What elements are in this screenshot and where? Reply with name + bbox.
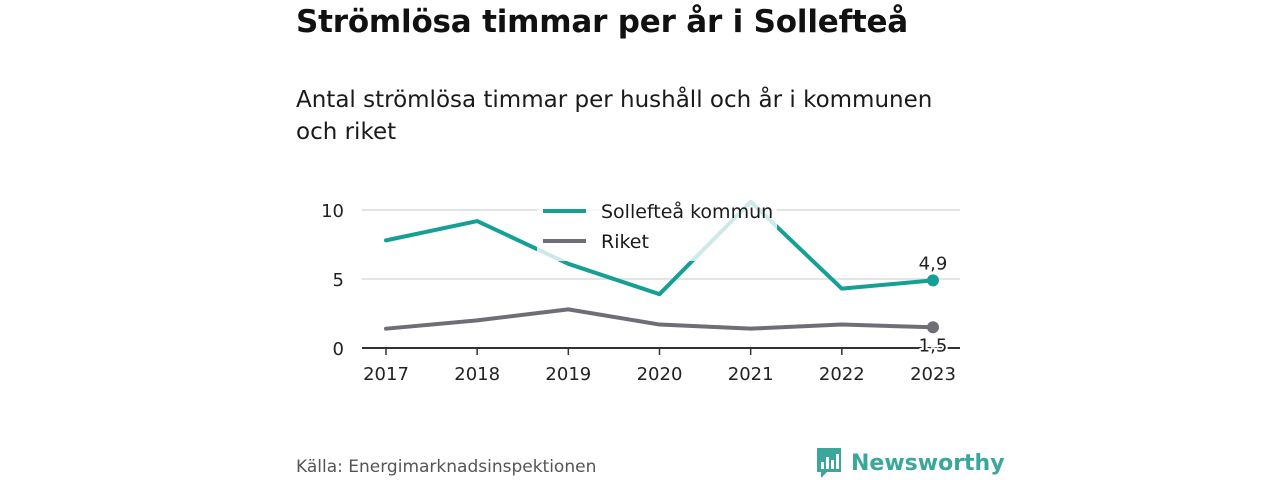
series-end-point <box>927 274 939 287</box>
x-tick-label: 2017 <box>363 364 409 385</box>
x-tick-label: 2019 <box>545 364 591 385</box>
x-tick-label: 2022 <box>819 364 865 385</box>
source-note: Källa: Energimarknadsinspektionen <box>296 457 597 477</box>
bar-chart-logo-icon <box>817 448 841 478</box>
x-tick-label: 2021 <box>728 364 774 385</box>
series-line-riket <box>384 307 935 331</box>
series-end-point <box>927 321 939 334</box>
y-tick-label: 5 <box>333 270 344 291</box>
x-tick-label: 2020 <box>637 364 683 385</box>
series-line-sollefteå <box>384 199 935 297</box>
x-tick-label: 2023 <box>910 364 956 385</box>
y-tick-label: 0 <box>333 339 344 360</box>
legend-box <box>537 195 777 261</box>
y-tick-label: 10 <box>321 201 344 222</box>
brand-name: Newsworthy <box>851 450 1005 476</box>
legend-label: Riket <box>601 231 649 253</box>
legend-label: Sollefteå kommun <box>601 200 773 223</box>
brand-logo[interactable]: Newsworthy <box>815 446 1005 480</box>
data-label: 4,9 <box>919 253 948 274</box>
data-label: 1,5 <box>919 335 948 356</box>
chart-subtitle: Antal strömlösa timmar per hushåll och å… <box>296 87 933 145</box>
x-tick-label: 2018 <box>454 364 500 385</box>
chart-title: Strömlösa timmar per år i Sollefteå <box>296 4 909 40</box>
